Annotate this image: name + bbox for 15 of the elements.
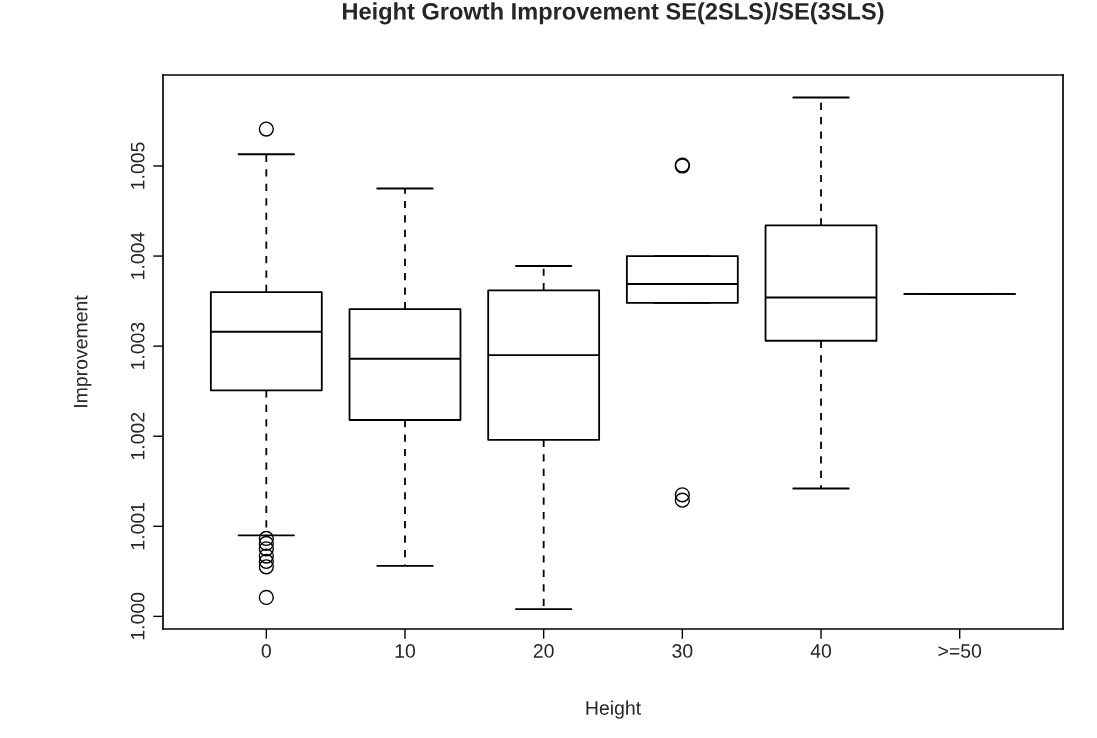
chart-title: Height Growth Improvement SE(2SLS)/SE(3SLS) xyxy=(343,2,884,25)
x-tick-label: 10 xyxy=(395,644,416,658)
x-tick-label: 20 xyxy=(533,644,554,658)
x-tick-label: 40 xyxy=(810,644,832,658)
y-tick-label: 1.002 xyxy=(130,412,145,460)
x-tick-label: >=50 xyxy=(938,644,982,658)
x-axis-title: Height xyxy=(586,700,641,719)
y-tick-label: 1.001 xyxy=(130,502,145,550)
y-tick-label: 1.003 xyxy=(130,322,145,369)
y-tick-label: 1.005 xyxy=(130,142,145,189)
x-tick-label: 0 xyxy=(261,644,271,658)
x-tick-label: 30 xyxy=(672,644,693,658)
y-tick-label: 1.004 xyxy=(130,232,145,279)
y-tick-label: 1.000 xyxy=(130,592,145,640)
y-axis-title: Improvement xyxy=(73,295,92,407)
